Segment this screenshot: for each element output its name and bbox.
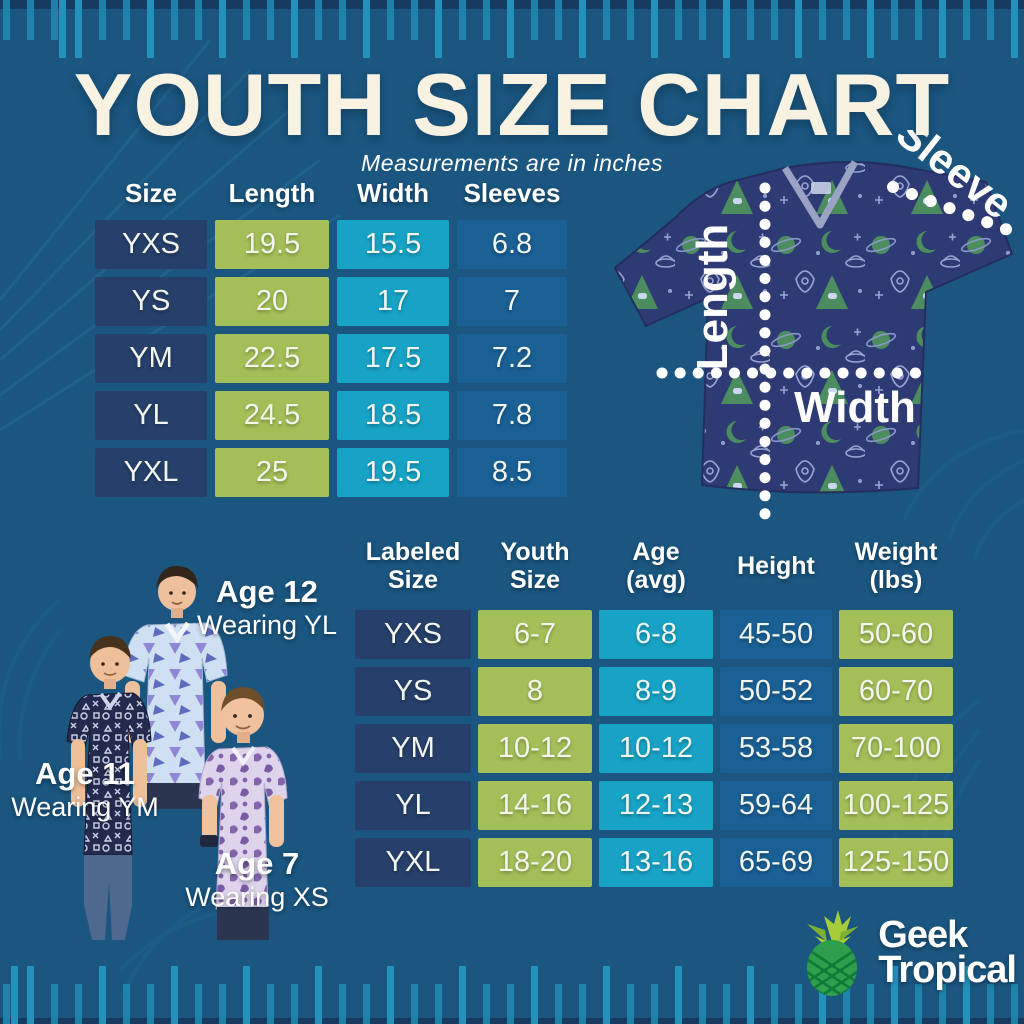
sleeve-dotted-line — [887, 181, 1014, 236]
size-cell: YXL — [95, 448, 207, 497]
value-cell: 8-9 — [599, 667, 713, 716]
value-cell: 18.5 — [337, 391, 449, 440]
shirt-collar — [782, 160, 859, 229]
column-header: Youth Size — [500, 538, 570, 594]
page-title: YOUTH SIZE CHART — [73, 55, 951, 154]
size-cell: YXS — [355, 610, 471, 659]
page-subtitle: Measurements are in inches — [361, 150, 663, 176]
model-wearing-text: Wearing YM — [11, 792, 159, 822]
model-age-7 — [198, 687, 288, 940]
size-cell: YL — [95, 391, 207, 440]
column-header: Length — [228, 178, 316, 209]
model-wearing-text: Wearing XS — [185, 882, 329, 912]
value-cell: 25 — [215, 448, 329, 497]
column-header: Height — [737, 552, 815, 580]
value-cell: 15.5 — [337, 220, 449, 269]
column-header: Size — [124, 178, 178, 209]
model-age-text: Age 12 — [216, 574, 318, 609]
value-cell: 125-150 — [839, 838, 953, 887]
size-cell: YS — [355, 667, 471, 716]
value-cell: 18-20 — [478, 838, 592, 887]
value-cell: 6-8 — [599, 610, 713, 659]
size-cell: YXL — [355, 838, 471, 887]
value-cell: 10-12 — [599, 724, 713, 773]
ruler-top — [0, 0, 1024, 64]
measurement-table: Size Length Width Sleeves YXS 19.5 15.5 6.8 YS 20… — [95, 176, 567, 497]
pineapple-icon — [807, 910, 860, 996]
value-cell: 50-60 — [839, 610, 953, 659]
column-header: Age (avg) — [626, 538, 686, 594]
value-cell: 60-70 — [839, 667, 953, 716]
column-header: Labeled Size — [365, 538, 461, 594]
shirt-illustration — [613, 161, 1014, 494]
value-cell: 45-50 — [720, 610, 832, 659]
value-cell: 22.5 — [215, 334, 329, 383]
value-cell: 20 — [215, 277, 329, 326]
ruler-top-long-ticks — [0, 0, 1024, 58]
value-cell: 19.5 — [337, 448, 449, 497]
value-cell: 65-69 — [720, 838, 832, 887]
value-cell: 24.5 — [215, 391, 329, 440]
value-cell: 6-7 — [478, 610, 592, 659]
model-label-xs: Age 7 Wearing XS — [168, 846, 346, 913]
model-label-yl: Age 12 Wearing YL — [182, 574, 352, 641]
column-header: Weight (lbs) — [854, 538, 938, 594]
fit-table: Labeled Size Youth Size Age (avg) Height Wei… — [355, 530, 953, 887]
value-cell: 19.5 — [215, 220, 329, 269]
value-cell: 7 — [457, 277, 567, 326]
shirt-diagram: Length Width Sleeve — [613, 130, 1020, 524]
value-cell: 7.2 — [457, 334, 567, 383]
size-cell: YL — [355, 781, 471, 830]
brand-name-line2: Tropical — [878, 949, 1017, 991]
value-cell: 14-16 — [478, 781, 592, 830]
value-cell: 100-125 — [839, 781, 953, 830]
model-age-text: Age 7 — [214, 846, 300, 881]
model-label-ym: Age 11 Wearing YM — [0, 756, 174, 823]
size-cell: YXS — [95, 220, 207, 269]
size-cell: YM — [355, 724, 471, 773]
brand-logo: Geek Tropical — [793, 908, 1017, 998]
value-cell: 17.5 — [337, 334, 449, 383]
value-cell: 53-58 — [720, 724, 832, 773]
size-cell: YM — [95, 334, 207, 383]
brand-name-line1: Geek — [878, 914, 968, 957]
column-header: Sleeves — [463, 178, 561, 209]
model-age-11 — [66, 636, 152, 940]
value-cell: 7.8 — [457, 391, 567, 440]
models-photo — [66, 565, 288, 940]
value-cell: 10-12 — [478, 724, 592, 773]
model-wearing-text: Wearing YL — [196, 610, 338, 640]
value-cell: 12-13 — [599, 781, 713, 830]
column-header: Width — [357, 178, 429, 209]
value-cell: 70-100 — [839, 724, 953, 773]
value-cell: 8 — [478, 667, 592, 716]
value-cell: 50-52 — [720, 667, 832, 716]
value-cell: 8.5 — [457, 448, 567, 497]
value-cell: 13-16 — [599, 838, 713, 887]
value-cell: 6.8 — [457, 220, 567, 269]
shirt-tag — [811, 182, 831, 194]
width-label: Width — [794, 383, 916, 432]
value-cell: 59-64 — [720, 781, 832, 830]
value-cell: 17 — [337, 277, 449, 326]
length-label: Length — [688, 224, 737, 371]
size-cell: YS — [95, 277, 207, 326]
model-age-text: Age 11 — [35, 756, 135, 791]
brand-name: Geek Tropical — [878, 914, 1017, 991]
